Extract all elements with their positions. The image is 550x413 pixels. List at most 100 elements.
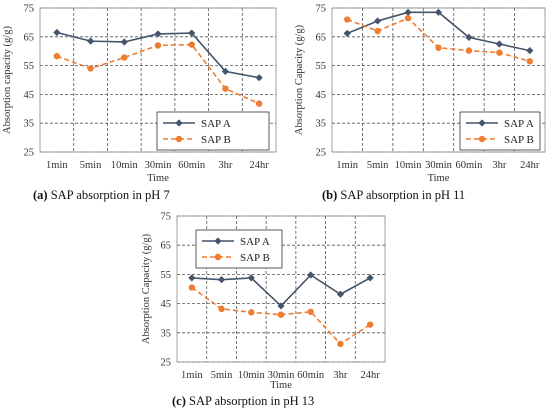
data-point-sap-b: [218, 305, 225, 313]
legend-box: [195, 229, 283, 269]
data-point-sap-a: [434, 8, 443, 16]
data-point-sap-b: [496, 49, 503, 56]
data-point-sap-a: [154, 30, 162, 38]
x-tick-label: 10min: [395, 160, 423, 171]
data-point-sap-b: [222, 85, 229, 92]
data-point-sap-b: [465, 47, 473, 54]
legend-marker: [175, 135, 183, 143]
data-point-sap-b: [255, 100, 263, 107]
figure-caption: (a) SAP absorption in pH 7: [33, 188, 170, 202]
y-tick-label: 75: [316, 4, 327, 15]
data-point-sap-b: [277, 311, 285, 318]
data-point-sap-b: [188, 284, 196, 291]
data-point-sap-a: [404, 8, 412, 16]
data-point-sap-b: [87, 65, 94, 72]
legend-label: SAP B: [240, 252, 270, 264]
y-tick-label: 55: [316, 61, 327, 72]
data-point-sap-a: [277, 302, 285, 310]
x-tick-label: 30min: [268, 370, 296, 381]
caption-text: SAP absorption in pH 11: [337, 188, 465, 202]
y-tick-label: 45: [24, 90, 35, 101]
data-point-sap-a: [495, 40, 503, 48]
y-tick-label: 25: [316, 148, 327, 159]
legend-label: SAP A: [201, 118, 231, 130]
data-point-sap-b: [374, 27, 381, 35]
y-tick-label: 75: [161, 212, 172, 223]
x-axis-label: Time: [428, 173, 450, 184]
series-line-sap-b: [346, 17, 531, 63]
x-tick-label: 10min: [238, 370, 266, 381]
x-tick-label: 5min: [211, 370, 233, 381]
x-tick-label: 30min: [145, 160, 173, 171]
data-point-sap-b: [344, 16, 351, 23]
data-point-sap-a: [307, 271, 315, 279]
x-tick-label: 3hr: [218, 160, 233, 171]
caption-tag: (c): [172, 394, 186, 408]
legend-marker: [214, 237, 222, 245]
data-point-sap-a: [374, 17, 382, 25]
legend-box: [156, 111, 270, 151]
x-tick-label: 24hr: [361, 370, 381, 381]
data-point-sap-a: [247, 274, 255, 282]
x-tick-label: 5min: [367, 160, 389, 171]
y-tick-label: 35: [24, 119, 35, 130]
data-point-sap-a: [526, 47, 534, 55]
x-tick-label: 1min: [336, 160, 358, 171]
data-point-sap-b: [188, 41, 195, 48]
data-point-sap-a: [366, 274, 374, 282]
chart-panel-a: 25 35 45 55 65 75 1min 5min 10min 30min 60min 3hr 24…: [2, 4, 277, 202]
data-point-sap-a: [465, 33, 473, 41]
y-tick-label: 65: [161, 241, 172, 252]
data-point-sap-a: [343, 29, 351, 37]
data-point-sap-b: [366, 321, 374, 328]
legend-label: SAP B: [504, 134, 534, 146]
x-tick-label: 24hr: [250, 160, 270, 171]
legend: SAP A SAP B: [459, 111, 541, 151]
y-tick-label: 35: [316, 119, 327, 130]
y-axis-label: Absorption Capacity (g/g): [141, 233, 152, 344]
x-tick-label: 10min: [111, 160, 139, 171]
x-tick-label: 30min: [425, 160, 453, 171]
legend-label: SAP A: [504, 118, 534, 130]
data-point-sap-b: [248, 309, 255, 316]
data-point-sap-b: [307, 308, 314, 315]
x-tick-label: 3hr: [333, 370, 348, 381]
data-point-sap-a: [221, 67, 230, 75]
data-point-sap-b: [526, 58, 533, 65]
legend-label: SAP B: [201, 134, 231, 146]
plot-area: [331, 7, 546, 153]
data-point-sap-b: [404, 14, 412, 22]
x-tick-label: 24hr: [520, 160, 540, 171]
legend-marker: [175, 119, 183, 127]
data-point-sap-a: [120, 38, 128, 46]
y-tick-label: 75: [24, 4, 35, 15]
x-tick-label: 60min: [456, 160, 484, 171]
y-tick-label: 55: [24, 61, 35, 72]
caption-text: SAP absorption in pH 13: [186, 394, 314, 408]
y-tick-label: 25: [24, 148, 35, 159]
chart-panel-c: 25 35 45 55 65 75 1min 5min 10min 30min 60min 3hr 24…: [141, 212, 386, 408]
y-axis-label: Absorption capacity (g/g): [2, 26, 13, 134]
chart-panel-b: 25 35 45 55 65 75 1min 5min 10min 30min 60min 3hr 24…: [294, 4, 546, 202]
x-tick-label: 3hr: [492, 160, 507, 171]
legend: SAP A SAP B: [195, 229, 283, 269]
data-point-sap-a: [53, 28, 61, 37]
data-point-sap-b: [53, 52, 61, 60]
figure-caption: (c) SAP absorption in pH 13: [172, 394, 314, 408]
caption-text: SAP absorption in pH 7: [48, 188, 170, 202]
x-tick-label: 60min: [178, 160, 206, 171]
figure-caption: (b) SAP absorption in pH 11: [322, 188, 465, 202]
y-axis-label: Absorption Capacity (g/g): [294, 24, 305, 135]
data-point-sap-a: [188, 29, 196, 37]
legend-marker: [478, 119, 486, 127]
data-point-sap-b: [435, 44, 442, 51]
plot-area: [39, 7, 277, 153]
y-tick-label: 25: [161, 358, 172, 369]
x-tick-label: 1min: [46, 160, 68, 171]
legend-label: SAP A: [240, 236, 270, 248]
y-tick-label: 65: [316, 32, 327, 43]
legend-box: [459, 111, 541, 151]
x-axis-label: Time: [270, 380, 292, 391]
series-line-sap-a: [56, 31, 260, 79]
